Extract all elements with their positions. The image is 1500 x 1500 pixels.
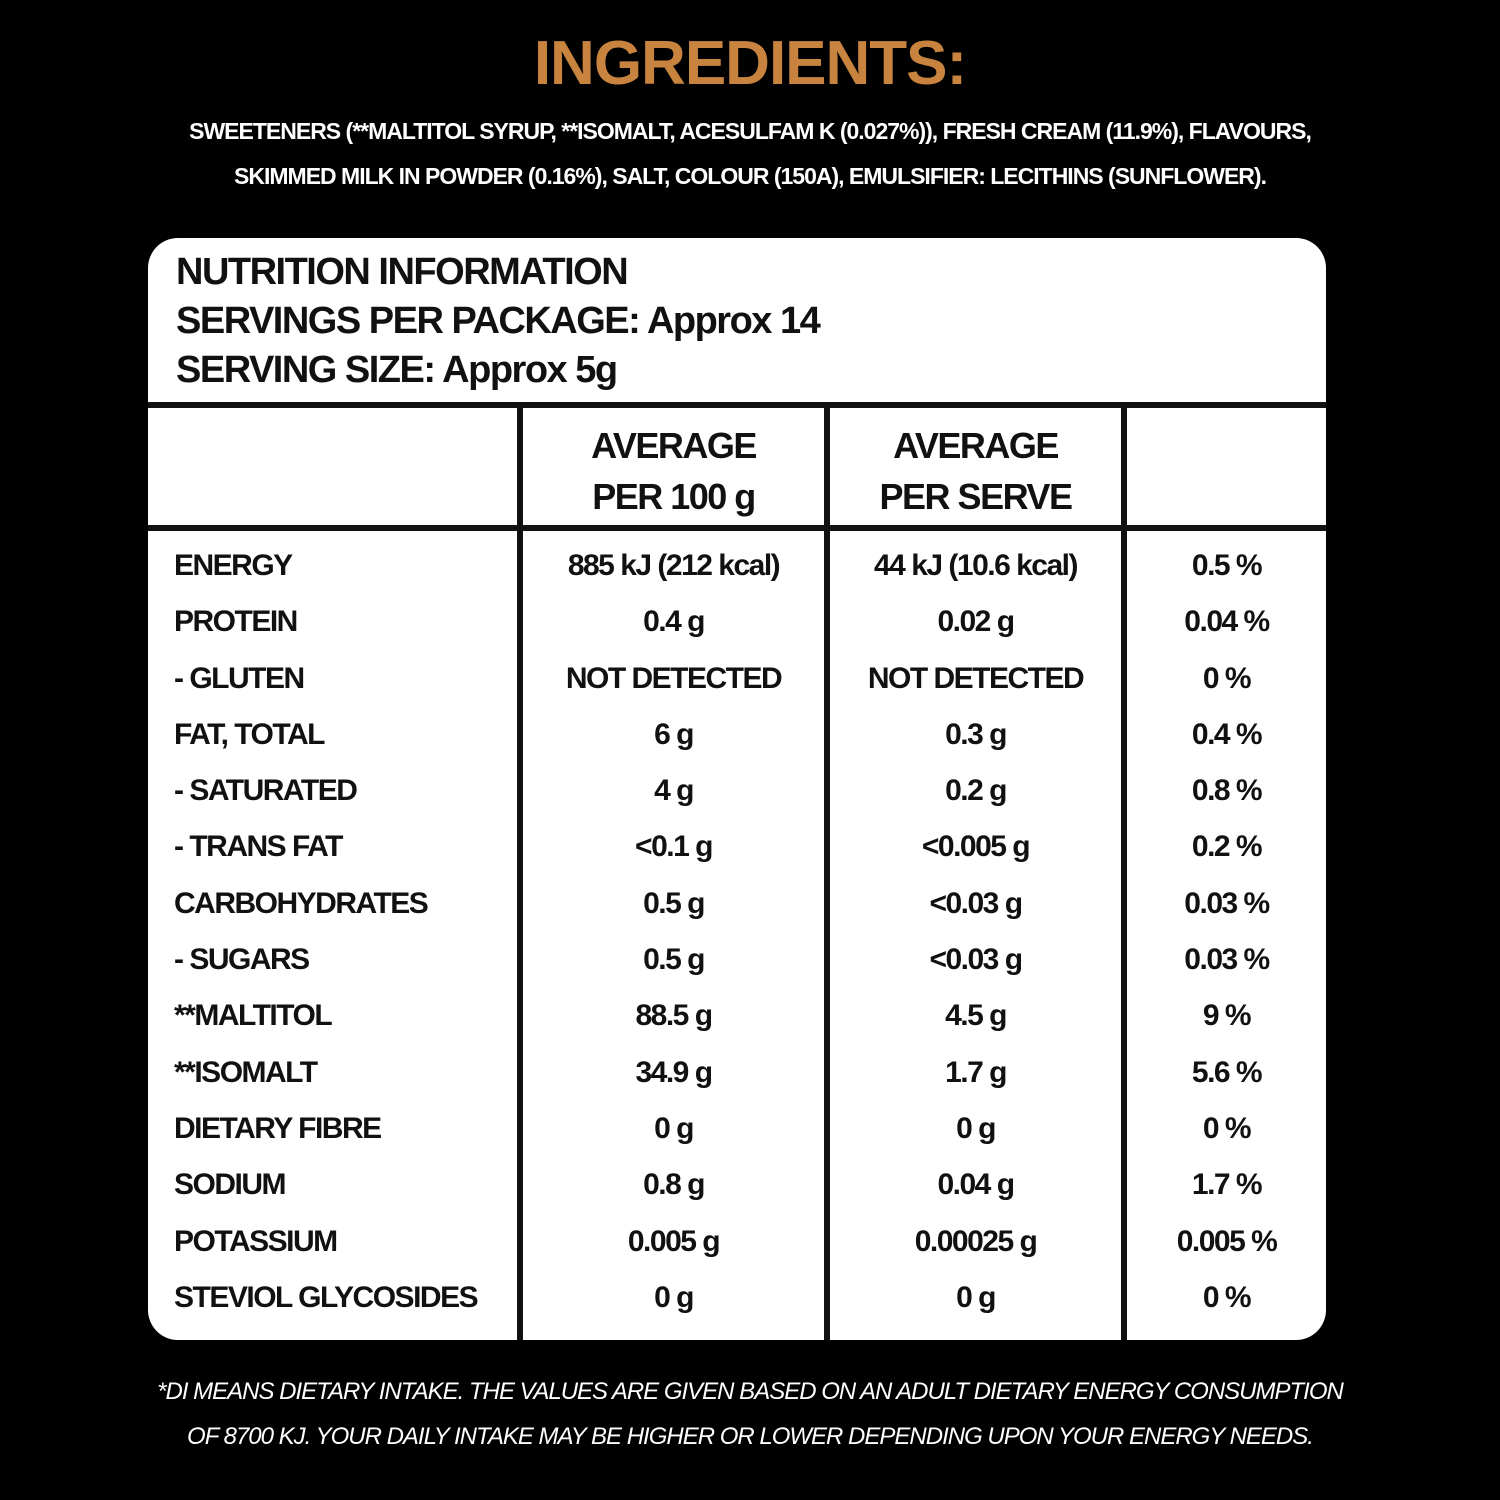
servings-per-package: SERVINGS PER PACKAGE: Approx 14 [176,300,821,342]
nutrient-name: FAT, TOTAL [174,717,326,751]
nutrient-name: DIETARY FIBRE [174,1111,382,1145]
value-per-100g: 0.8 g [643,1168,705,1202]
value-di-percent: 0.5 % [1191,549,1263,582]
table-row: DIETARY FIBRE 0 g 0 g 0 % [148,1101,1326,1157]
nutrient-name: **ISOMALT [174,1055,318,1089]
value-per-100g: 0.5 g [643,943,705,977]
nutrient-name: CARBOHYDRATES [174,886,429,920]
value-di-percent: 0 % [1202,1111,1252,1145]
value-per-serve: 0.02 g [937,605,1015,639]
divider [148,402,1326,408]
value-per-100g: NOT DETECTED [565,661,783,695]
column-header-per-100g: AVERAGE PER 100 g [523,420,824,522]
value-di-percent: 0.005 % [1176,1224,1278,1258]
nutrient-name: **MALTITOL [174,999,333,1033]
value-per-100g: <0.1 g [635,830,713,864]
value-per-100g: 0 g [654,1280,694,1314]
table-row: **ISOMALT 34.9 g 1.7 g 5.6 % [148,1045,1326,1101]
table-row: - GLUTEN NOT DETECTED NOT DETECTED 0 % [148,651,1326,707]
value-per-serve: 4.5 g [945,999,1007,1033]
footnote-line-2: OF 8700 KJ. YOUR DAILY INTAKE MAY BE HIG… [187,1423,1314,1450]
nutrient-name: POTASSIUM [174,1224,338,1258]
value-per-100g: 0.4 g [643,605,705,639]
nutrition-panel: NUTRITION INFORMATION SERVINGS PER PACKA… [148,238,1326,1340]
column-divider [1121,403,1127,1340]
value-di-percent: 0.03 % [1184,886,1270,920]
table-row: STEVIOL GLYCOSIDES 0 g 0 g 0 % [148,1270,1326,1326]
value-per-100g: 34.9 g [635,1055,713,1089]
value-di-percent: 0 % [1202,661,1252,695]
value-per-serve: 1.7 g [945,1055,1007,1089]
table-row: ENERGY 885 kJ (212 kcal) 44 kJ (10.6 kcal)… [148,538,1326,594]
nutrient-name: - GLUTEN [174,661,305,695]
table-row: - TRANS FAT <0.1 g <0.005 g 0.2 % [148,819,1326,875]
column-header-text: PER 100 g [592,476,756,517]
nutrient-name: - SUGARS [174,943,310,977]
value-di-percent: 0.04 % [1184,605,1270,639]
value-di-percent: 0.03 % [1184,943,1270,977]
value-per-serve: <0.005 g [921,830,1031,864]
value-di-percent: 0.2 % [1191,830,1263,864]
value-per-100g: 6 g [654,717,694,751]
value-per-serve: 0.3 g [945,717,1007,751]
table-row: CARBOHYDRATES 0.5 g <0.03 g 0.03 % [148,876,1326,932]
nutrition-heading: NUTRITION INFORMATION [176,251,629,293]
value-per-serve: 0 g [956,1111,996,1145]
value-di-percent: 0 % [1202,1280,1252,1314]
divider [148,525,1326,531]
value-di-percent: 0.8 % [1191,774,1263,808]
nutrient-name: - TRANS FAT [174,830,343,864]
value-per-serve: NOT DETECTED [867,661,1085,695]
table-row: - SUGARS 0.5 g <0.03 g 0.03 % [148,932,1326,988]
value-di-percent: 1.7 % [1191,1168,1263,1202]
table-row: SODIUM 0.8 g 0.04 g 1.7 % [148,1157,1326,1213]
column-divider [824,403,830,1340]
value-per-serve: 0 g [956,1280,996,1314]
nutrition-header: NUTRITION INFORMATION SERVINGS PER PACKA… [176,248,821,395]
value-per-100g: 885 kJ (212 kcal) [567,549,781,582]
table-row: POTASSIUM 0.005 g 0.00025 g 0.005 % [148,1214,1326,1270]
column-header-per-serve: AVERAGE PER SERVE [830,420,1121,522]
value-per-100g: 88.5 g [635,999,713,1033]
value-per-serve: 0.00025 g [914,1224,1038,1258]
value-di-percent: 9 % [1202,999,1252,1033]
table-row: PROTEIN 0.4 g 0.02 g 0.04 % [148,594,1326,650]
value-per-serve: <0.03 g [929,886,1023,920]
ingredients-line-1: SWEETENERS (**MALTITOL SYRUP, **ISOMALT,… [189,118,1312,144]
table-row: - SATURATED 4 g 0.2 g 0.8 % [148,763,1326,819]
ingredients-title: INGREDIENTS: [533,29,967,98]
value-per-100g: 0 g [654,1111,694,1145]
nutrient-name: SODIUM [174,1168,287,1202]
value-per-100g: 4 g [654,774,694,808]
value-di-percent: 5.6 % [1191,1055,1263,1089]
value-di-percent: 0.4 % [1191,717,1263,751]
ingredients-line-2: SKIMMED MILK IN POWDER (0.16%), SALT, CO… [234,163,1267,189]
nutrient-name: ENERGY [174,549,293,582]
value-per-serve: 0.2 g [945,774,1007,808]
nutrient-name: - SATURATED [174,774,358,808]
nutrition-rows: ENERGY 885 kJ (212 kcal) 44 kJ (10.6 kcal)… [148,538,1326,1326]
table-row: **MALTITOL 88.5 g 4.5 g 9 % [148,988,1326,1044]
column-divider [517,403,523,1340]
footnote-line-1: *DI MEANS DIETARY INTAKE. THE VALUES ARE… [157,1378,1344,1405]
table-row: FAT, TOTAL 6 g 0.3 g 0.4 % [148,707,1326,763]
nutrient-name: PROTEIN [174,605,298,639]
column-header-text: PER SERVE [879,476,1073,517]
column-header-text: AVERAGE [893,425,1059,466]
nutrient-name: STEVIOL GLYCOSIDES [174,1280,479,1314]
serving-size: SERVING SIZE: Approx 5g [176,349,618,391]
value-per-serve: <0.03 g [929,943,1023,977]
value-per-100g: 0.5 g [643,886,705,920]
value-per-100g: 0.005 g [627,1224,721,1258]
value-per-serve: 0.04 g [937,1168,1015,1202]
column-header-text: AVERAGE [591,425,757,466]
value-per-serve: 44 kJ (10.6 kcal) [873,549,1079,582]
